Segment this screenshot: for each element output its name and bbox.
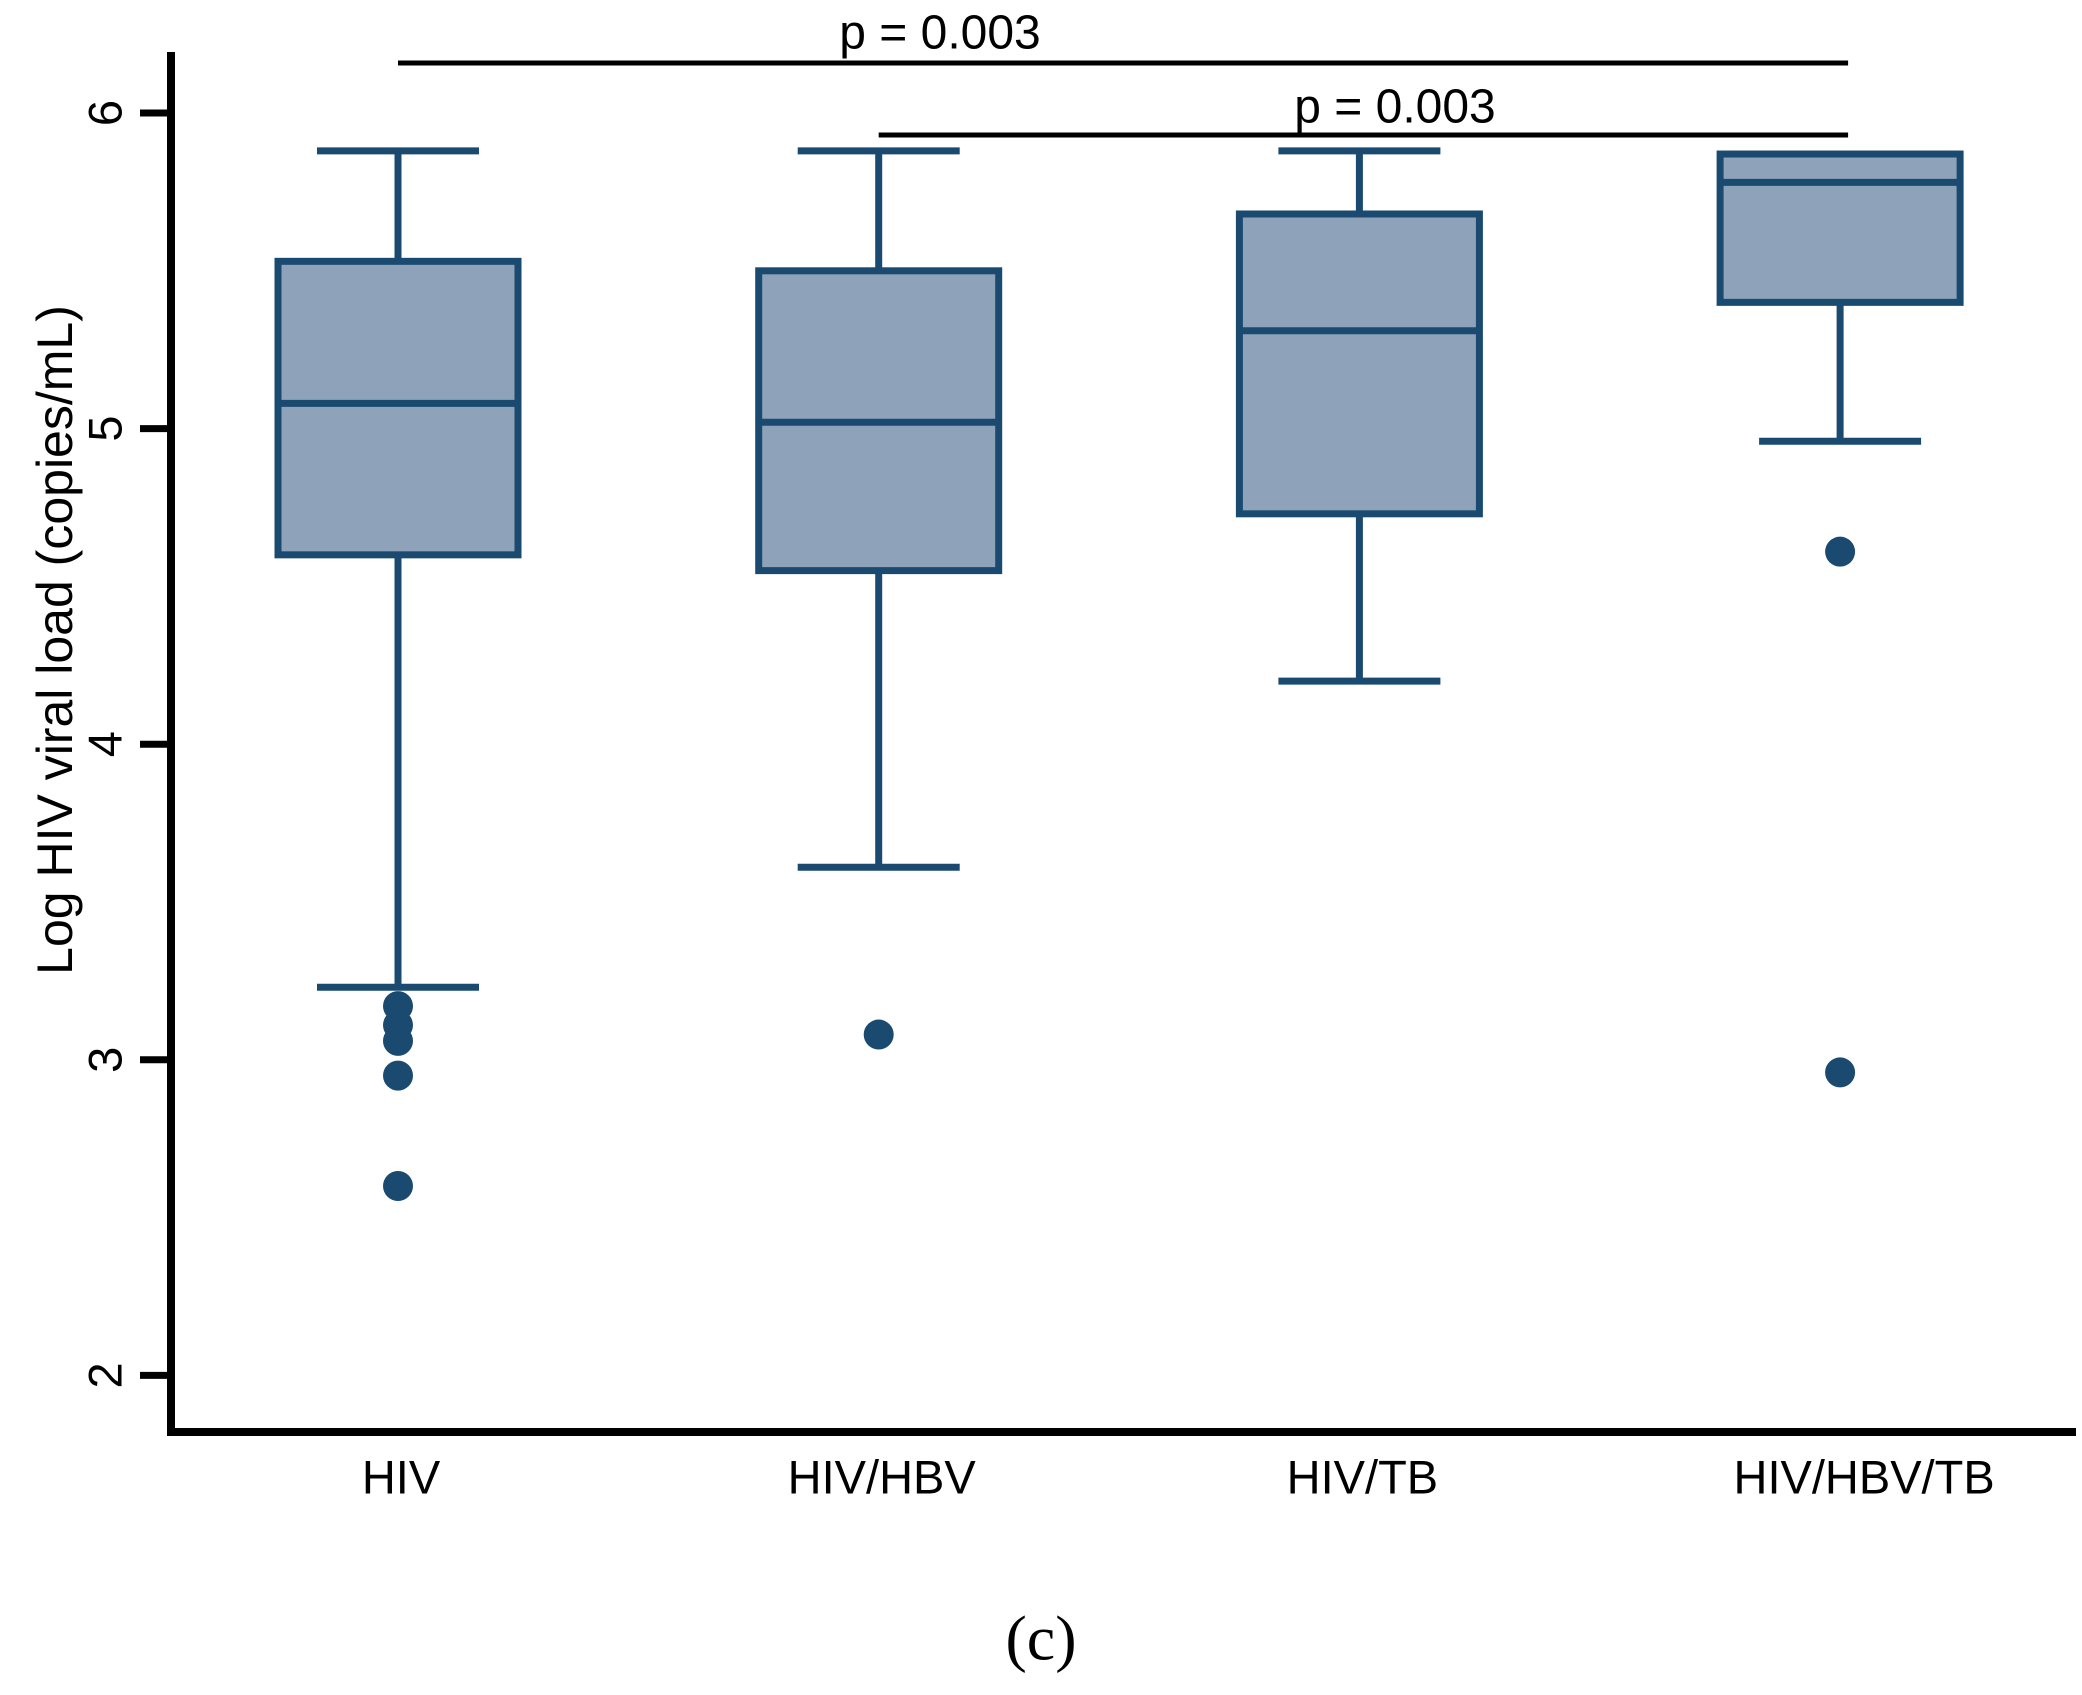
p-value-label: p = 0.003 <box>1294 81 1496 134</box>
y-tick-label: 4 <box>79 731 132 757</box>
outlier-dot <box>383 1060 413 1091</box>
p-value-label: p = 0.003 <box>839 7 1041 60</box>
y-tick-label: 3 <box>79 1047 132 1073</box>
y-axis-title: Log HIV viral load (copies/mL) <box>27 305 83 975</box>
x-category-label: HIV/HBV/TB <box>1734 1451 1995 1504</box>
x-category-label: HIV/HBV <box>788 1451 977 1504</box>
iqr-box <box>1235 210 1483 518</box>
y-tick-label: 5 <box>79 416 132 442</box>
x-category-label: HIV <box>362 1451 441 1504</box>
outlier-dot <box>863 1019 894 1050</box>
figure-caption: (c) <box>1005 1603 1076 1674</box>
x-category-label: HIV/TB <box>1287 1451 1438 1504</box>
outlier-dot <box>383 1025 413 1056</box>
plot-area: 6 5 4 3 2 HIV HIV/HBV HIV/TB HIV/HBV/TB p = 0.003… <box>79 7 2076 1504</box>
outlier-dot <box>1825 1057 1856 1088</box>
y-tick-label: 2 <box>79 1362 132 1388</box>
y-tick-label: 6 <box>79 100 132 126</box>
outlier-dot <box>1825 536 1856 567</box>
outlier-dot <box>383 1171 413 1202</box>
iqr-box <box>1716 150 1964 306</box>
iqr-box <box>274 257 522 559</box>
